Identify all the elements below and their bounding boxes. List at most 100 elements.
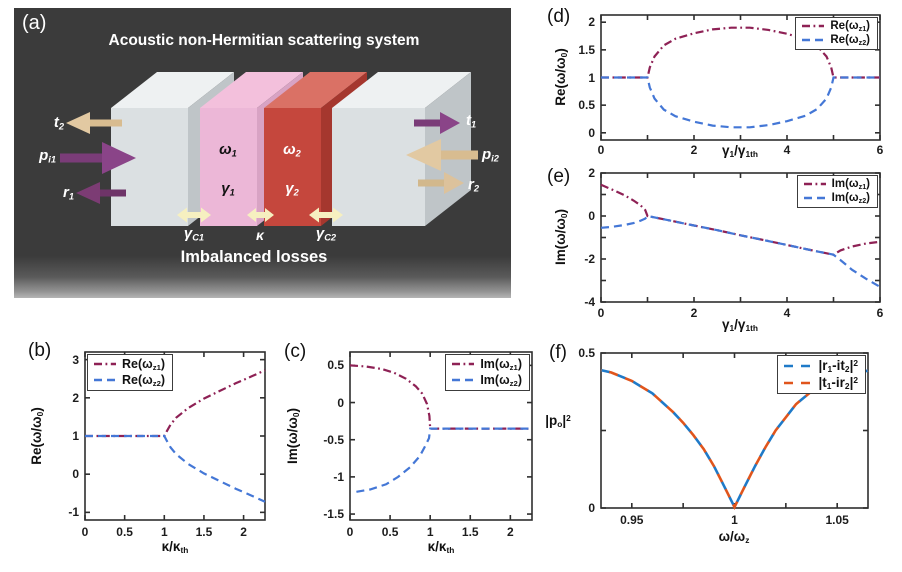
y-tick-label: 1 (72, 429, 79, 443)
legend-entry-label: Im(ωz2) (480, 372, 522, 388)
x-axis-label-b: κ/κth (161, 539, 189, 556)
legend-entry: Re(ωz1) (93, 357, 165, 372)
plot-area-c (349, 351, 533, 521)
panel-a-schematic: (a) Acoustic non-Hermitian scattering sy… (14, 8, 511, 298)
legend-sample-line (452, 379, 475, 382)
series-e-1 (600, 214, 881, 288)
y-tick-label: -0.5 (323, 432, 344, 447)
coupling-arrow-kappa (247, 208, 274, 222)
y-tick-label: 0.5 (578, 346, 595, 360)
x-tick-label: 2 (690, 306, 698, 320)
resonator1-omega-label: ω1 (219, 141, 237, 159)
y-tick-label: 2 (588, 166, 595, 180)
legend-sample-line (802, 25, 825, 28)
x-axis-label-c: κ/κth (427, 539, 455, 556)
legend-b: Re(ωz1) Re(ωz2) (87, 354, 174, 391)
legend-entry-label: Re(ωz1) (830, 20, 870, 33)
chart-b-re-vs-kappa: 0 0.5 1 1.5 2 -1 0 1 2 3 (b) κ/κth Re(ω/ω0) Re(ωz1) Re… (14, 330, 304, 572)
panel-a-title: Acoustic non-Hermitian scattering system (108, 32, 420, 49)
arrow-r1 (76, 182, 126, 204)
chart-e-im-vs-gamma: 0 2 4 6 -4 -2 0 2 (e) γ1/γ1th Im(ω/ω0) Im(ωz1) Im(ωz… (540, 158, 902, 333)
y-axis-label-f: |po|2 (545, 412, 571, 429)
x-tick-label: 4 (783, 306, 791, 320)
arrow-t2 (66, 112, 122, 134)
series-c-0 (349, 364, 532, 430)
y-tick-label: 1.5 (578, 42, 595, 57)
resonator2-omega-label: ω2 (283, 141, 301, 159)
legend-entry: Im(ωz1) (451, 357, 522, 372)
panel-label-d: (d) (547, 6, 571, 27)
resonator2-gamma-label: γ2 (285, 180, 299, 198)
x-tick-label: 1 (426, 525, 434, 539)
scattering-diagram (14, 8, 511, 298)
y-axis-label-c: Im(ω/ω0) (285, 408, 302, 464)
floor-gradient (14, 256, 511, 298)
chart-d-re-vs-gamma: 0 2 4 6 0 0.5 1 1.5 2 (d) γ1/γ1th Re(ω/ω0) Re(ωz1) Re… (540, 0, 902, 168)
legend-sample-line (94, 363, 116, 366)
wave-label-t2: t2 (53, 114, 64, 132)
coupling-label-kappa: κ (256, 227, 264, 243)
legend-sample-line (784, 381, 813, 385)
series-b-0 (85, 369, 266, 438)
legend-sample-line (784, 364, 813, 368)
legend-f: |r1-it2|2 |t1-ir2|2 (777, 355, 866, 395)
y-axis-label-b: Re(ω/ω0) (29, 407, 46, 465)
x-tick-label: 0.5 (116, 525, 133, 539)
legend-entry-label: Im(ωz1) (480, 357, 522, 372)
legend-entry-label: |r1-it2|2 (818, 358, 858, 375)
legend-entry-label: Re(ωz1) (122, 357, 166, 372)
series-e-0 (600, 183, 881, 256)
x-tick-label: 2 (690, 143, 698, 157)
legend-c: Im(ωz1) Im(ωz2) (445, 354, 530, 391)
coupling-label-gamma-c2: γC2 (315, 225, 337, 243)
x-tick-label: 6 (876, 143, 884, 157)
x-tick-label: 0 (597, 306, 605, 320)
y-tick-label: -2 (584, 252, 595, 266)
x-tick-label: 1 (731, 513, 738, 527)
x-tick-label: 2 (240, 525, 247, 539)
y-tick-label: 2 (72, 390, 79, 405)
y-tick-label: 0 (588, 209, 595, 223)
x-tick-label: 1 (160, 525, 168, 539)
wave-label-r1: r1 (62, 184, 74, 202)
x-tick-label: 1.5 (195, 525, 213, 539)
legend-sample-line (802, 38, 825, 42)
x-tick-label: 0 (81, 525, 89, 539)
x-tick-label: 1.5 (461, 525, 479, 539)
plot-area-b (84, 351, 266, 521)
y-tick-label: -1.5 (323, 507, 344, 522)
legend-e: Im(ωz1) Im(ωz2) (796, 175, 878, 208)
legend-entry: Im(ωz1) (803, 178, 870, 191)
chart-f-output-spectrum: 0.95 1 1.05 0 0.5 (f) ω/ωz |po|2 |r1-it2|2 |t1-ir… (540, 332, 902, 572)
x-tick-label: 0.95 (620, 513, 644, 527)
x-tick-label: 4 (783, 143, 791, 157)
coupling-label-gamma-c1: γC1 (183, 225, 205, 243)
plot-area-e (600, 172, 881, 303)
x-axis-label-f: ω/ωz (718, 529, 750, 546)
coupling-arrow-gamma-c2 (309, 207, 343, 223)
legend-entry: Re(ωz1) (801, 20, 870, 33)
wave-label-t1: t1 (466, 112, 477, 130)
legend-d: Re(ωz1) Re(ωz2) (795, 17, 878, 50)
x-axis-label-e: γ1/γ1th (722, 317, 758, 334)
series-c-1 (356, 427, 532, 493)
series-d-1 (601, 76, 880, 129)
legend-entry-label: Im(ωz1) (831, 178, 870, 191)
coupling-arrow-gamma-c1 (177, 207, 211, 223)
slab-right-gray (332, 72, 471, 226)
series-b-1 (85, 434, 266, 503)
y-tick-label: 0 (588, 501, 595, 515)
panel-label-f: (f) (549, 342, 567, 363)
legend-entry-label: |t1-ir2|2 (818, 375, 858, 392)
legend-sample-line (452, 363, 475, 366)
x-tick-label: 1.05 (825, 513, 849, 527)
legend-entry: Re(ωz2) (93, 373, 165, 388)
legend-entry: Im(ωz2) (451, 373, 522, 388)
panel-a-caption: Imbalanced losses (180, 248, 328, 266)
x-axis-label-d: γ1/γ1th (722, 143, 758, 160)
resonator1-gamma-label: γ1 (221, 180, 235, 198)
panel-label-e: (e) (547, 166, 571, 187)
legend-entry-label: Re(ωz2) (830, 33, 870, 47)
y-axis-label-d: Re(ω/ω0) (553, 48, 570, 106)
